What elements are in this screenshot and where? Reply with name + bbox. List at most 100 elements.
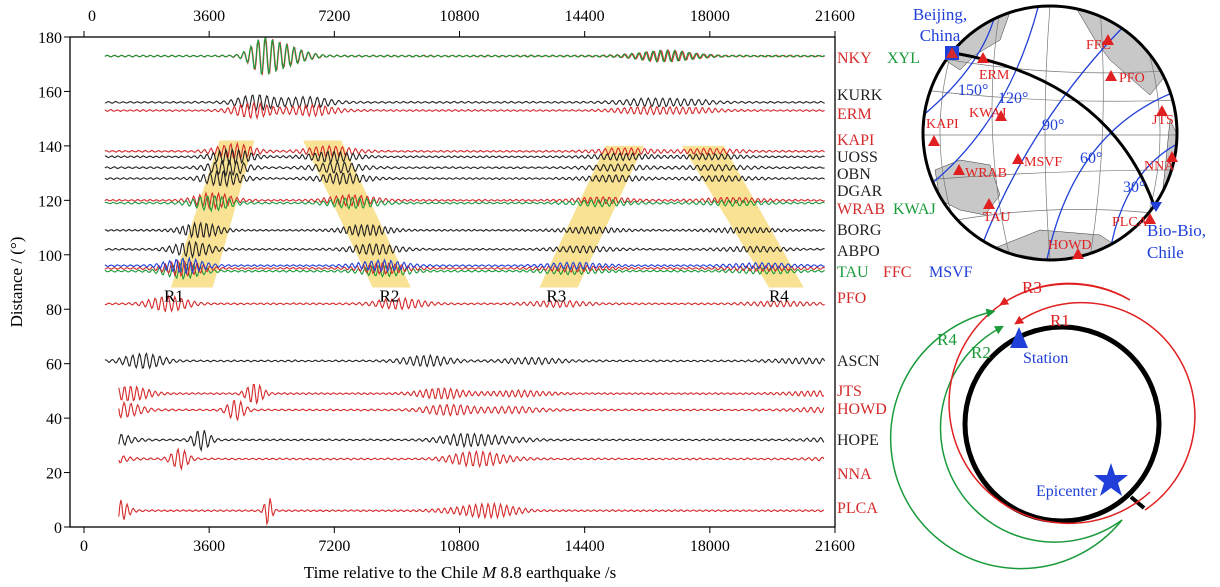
- y-tick-label: 40: [46, 411, 62, 428]
- station-triangle-icon: [1105, 70, 1117, 81]
- x-tick-label: 14400: [565, 538, 605, 555]
- station-label-wrab: WRAB: [837, 201, 885, 218]
- trace-obn: [104, 159, 825, 178]
- epicenter-label: Epicenter: [1036, 483, 1098, 500]
- station-label-msvf: MSVF: [929, 264, 973, 281]
- trace-kurk: [104, 94, 825, 113]
- trace-uoss: [104, 147, 825, 167]
- map-station-label-tau: TAU: [983, 210, 1011, 225]
- y-tick-label: 100: [38, 248, 62, 265]
- trace-plca: [118, 498, 825, 526]
- phase-label-r1: R1: [164, 287, 184, 306]
- epicenter-map-label: Chile: [1147, 243, 1184, 262]
- y-tick-label: 80: [46, 302, 62, 319]
- x-tick-label-top: 7200: [318, 8, 350, 25]
- beijing-station-icon: [946, 47, 958, 58]
- x-tick-label: 21600: [815, 538, 855, 555]
- station-triangle-icon: [953, 164, 965, 175]
- contour-label: 90°: [1042, 117, 1064, 134]
- great-circle-path: [953, 51, 1157, 209]
- orbit-label-r4: R4: [937, 330, 957, 349]
- station-label-howd: HOWD: [837, 401, 887, 418]
- station-label-tau: TAU: [837, 264, 869, 281]
- station-triangle-icon: [995, 110, 1007, 121]
- trace-borg: [104, 221, 825, 239]
- x-tick-label: 3600: [193, 538, 225, 555]
- phase-label-r4: R4: [769, 287, 789, 306]
- trace-ascn: [104, 352, 826, 370]
- station-label-kurk: KURK: [837, 87, 883, 104]
- station-label-dgar: DGAR: [837, 183, 883, 200]
- epicenter-map-label: Bio-Bio,: [1147, 221, 1206, 240]
- station-label-nky: NKY: [837, 50, 872, 67]
- trace-kwaj: [104, 195, 825, 213]
- contour-label: 60°: [1080, 150, 1102, 167]
- station-label-xyl: XYL: [887, 50, 920, 67]
- station-triangle-icon: [983, 198, 995, 209]
- station-label-obn: OBN: [837, 166, 871, 183]
- station-label-pfo: PFO: [837, 290, 866, 307]
- orbit-label-r1: R1: [1050, 311, 1070, 330]
- trace-msvf: [104, 256, 825, 275]
- station-triangle-icon: [1166, 151, 1178, 162]
- station-label-abpo: ABPO: [837, 243, 880, 260]
- beijing-label: Beijing,: [913, 5, 967, 24]
- station-triangle-icon: [1144, 213, 1156, 224]
- map-station-label-ffc: FFC: [1086, 38, 1111, 53]
- map-station-label-howd: HOWD: [1048, 238, 1092, 253]
- earth-circle: [962, 324, 1162, 524]
- phase-band-r1: [170, 140, 255, 288]
- station-triangle-icon: [1072, 248, 1084, 259]
- x-tick-label-top: 0: [88, 8, 96, 25]
- x-axis-label: Time relative to the Chile M 8.8 earthqu…: [304, 563, 616, 582]
- trace-ffc: [104, 259, 825, 278]
- trace-howd: [118, 399, 825, 422]
- trace-nna: [118, 447, 825, 472]
- map-station-label-kwaj: KWAJ: [969, 106, 1007, 121]
- station-icon: [1010, 327, 1028, 348]
- map-station-label-nna: NNA: [1144, 159, 1175, 174]
- map-station-label-kapi: KAPI: [926, 117, 959, 132]
- trace-pfo: [104, 294, 825, 313]
- phase-label-r2: R2: [380, 287, 400, 306]
- trace-wrab: [104, 191, 825, 211]
- y-tick-label: 120: [38, 193, 62, 210]
- x-tick-label-top: 3600: [193, 8, 225, 25]
- y-axis-label: Distance / (°): [7, 237, 26, 328]
- x-tick-label-top: 18000: [690, 8, 730, 25]
- trace-erm: [104, 101, 825, 121]
- station-label: Station: [1023, 350, 1068, 367]
- x-tick-label-top: 21600: [815, 8, 855, 25]
- chile-epicenter-arrow-icon: [1150, 202, 1162, 212]
- r4-path: [889, 308, 1123, 570]
- x-tick-label: 10800: [440, 538, 480, 555]
- map-station-label-jts: JTS: [1152, 113, 1174, 128]
- station-triangle-icon: [977, 52, 989, 63]
- r3-path: [948, 282, 1151, 525]
- map-station-label-pfo: PFO: [1119, 71, 1145, 86]
- r2-path: [939, 325, 1123, 543]
- station-label-ffc: FFC: [883, 264, 911, 281]
- orbit-label-r2: R2: [971, 343, 991, 362]
- epicenter-star-icon: [1094, 463, 1128, 496]
- y-tick-label: 160: [38, 84, 62, 101]
- station-label-nna: NNA: [837, 466, 872, 483]
- contour-label: 120°: [998, 90, 1028, 107]
- station-triangle-icon: [1012, 153, 1024, 164]
- station-label-erm: ERM: [837, 106, 872, 123]
- x-tick-label: 7200: [318, 538, 350, 555]
- x-tick-label-top: 10800: [440, 8, 480, 25]
- trace-jts: [118, 383, 825, 405]
- station-label-jts: JTS: [837, 383, 862, 400]
- station-triangle-icon: [928, 135, 940, 146]
- station-triangle-icon: [1102, 34, 1114, 45]
- station-label-ascn: ASCN: [837, 353, 880, 370]
- station-label-uoss: UOSS: [837, 149, 878, 166]
- station-label-hope: HOPE: [837, 432, 879, 449]
- station-label-borg: BORG: [837, 222, 882, 239]
- phase-band-r3: [539, 145, 644, 288]
- y-tick-label: 140: [38, 139, 62, 156]
- y-tick-label: 60: [46, 357, 62, 374]
